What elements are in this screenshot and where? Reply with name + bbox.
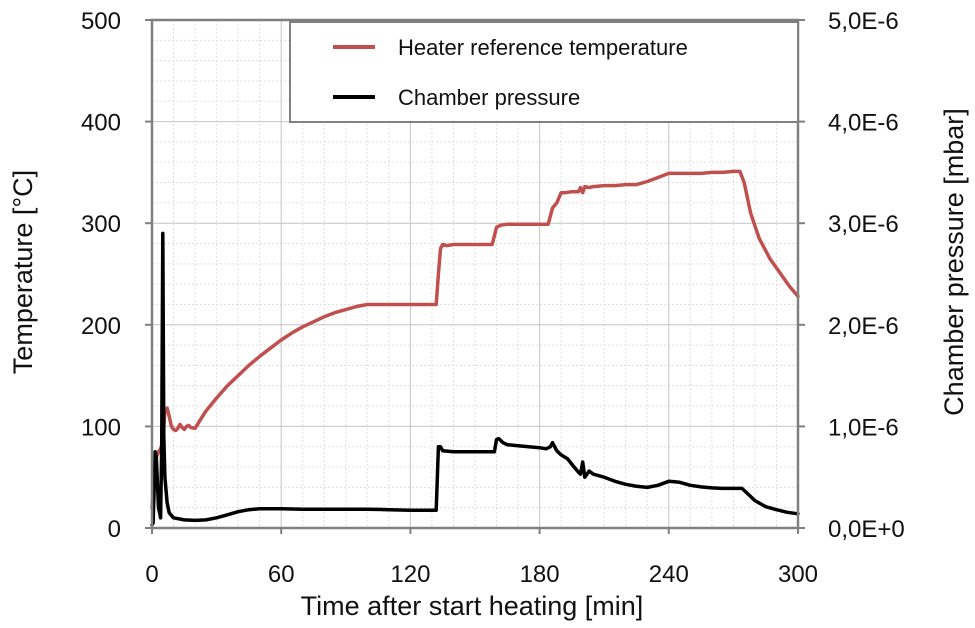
x-tick-label: 0 bbox=[145, 561, 158, 588]
heater-temperature-line bbox=[150, 169, 800, 510]
y-left-tick-label: 400 bbox=[81, 110, 121, 137]
y-left-tick-label: 0 bbox=[108, 516, 121, 543]
y-right-tick-label: 2,0E-6 bbox=[828, 313, 899, 340]
y-left-tick-label: 500 bbox=[81, 8, 121, 35]
x-axis-title: Time after start heating [min] bbox=[301, 591, 644, 621]
y-left-tick-label: 100 bbox=[81, 414, 121, 441]
x-tick-label: 240 bbox=[649, 561, 689, 588]
y-left-tick-label: 300 bbox=[81, 211, 121, 238]
x-tick-label: 300 bbox=[778, 561, 818, 588]
y-right-tick-label: 3,0E-6 bbox=[828, 211, 899, 238]
x-tick-label: 120 bbox=[390, 561, 430, 588]
legend: Heater reference temperature Chamber pre… bbox=[289, 21, 799, 123]
chamber-pressure-line bbox=[150, 231, 800, 527]
plot-frame bbox=[150, 18, 800, 530]
y-axis-left-title: Temperature [°C] bbox=[8, 170, 38, 374]
legend-label-chamber-pressure: Chamber pressure bbox=[398, 85, 580, 110]
y-right-tick-label: 0,0E+0 bbox=[828, 516, 905, 543]
y-right-tick-label: 5,0E-6 bbox=[828, 8, 899, 35]
legend-box bbox=[289, 21, 799, 123]
tick-marks bbox=[145, 19, 805, 534]
y-right-tick-label: 1,0E-6 bbox=[828, 414, 899, 441]
x-tick-label: 60 bbox=[268, 561, 295, 588]
y-axis-right-title: Chamber pressure [mbar] bbox=[939, 108, 969, 416]
x-tick-label: 180 bbox=[520, 561, 560, 588]
series-layer bbox=[150, 169, 800, 527]
y-right-tick-label: 4,0E-6 bbox=[828, 110, 899, 137]
legend-label-heater-temperature: Heater reference temperature bbox=[398, 35, 688, 60]
tick-labels: 0 60 120 180 240 300 0 100 200 300 400 500 0,0E+0 1,0… bbox=[81, 8, 905, 588]
y-left-tick-label: 200 bbox=[81, 313, 121, 340]
